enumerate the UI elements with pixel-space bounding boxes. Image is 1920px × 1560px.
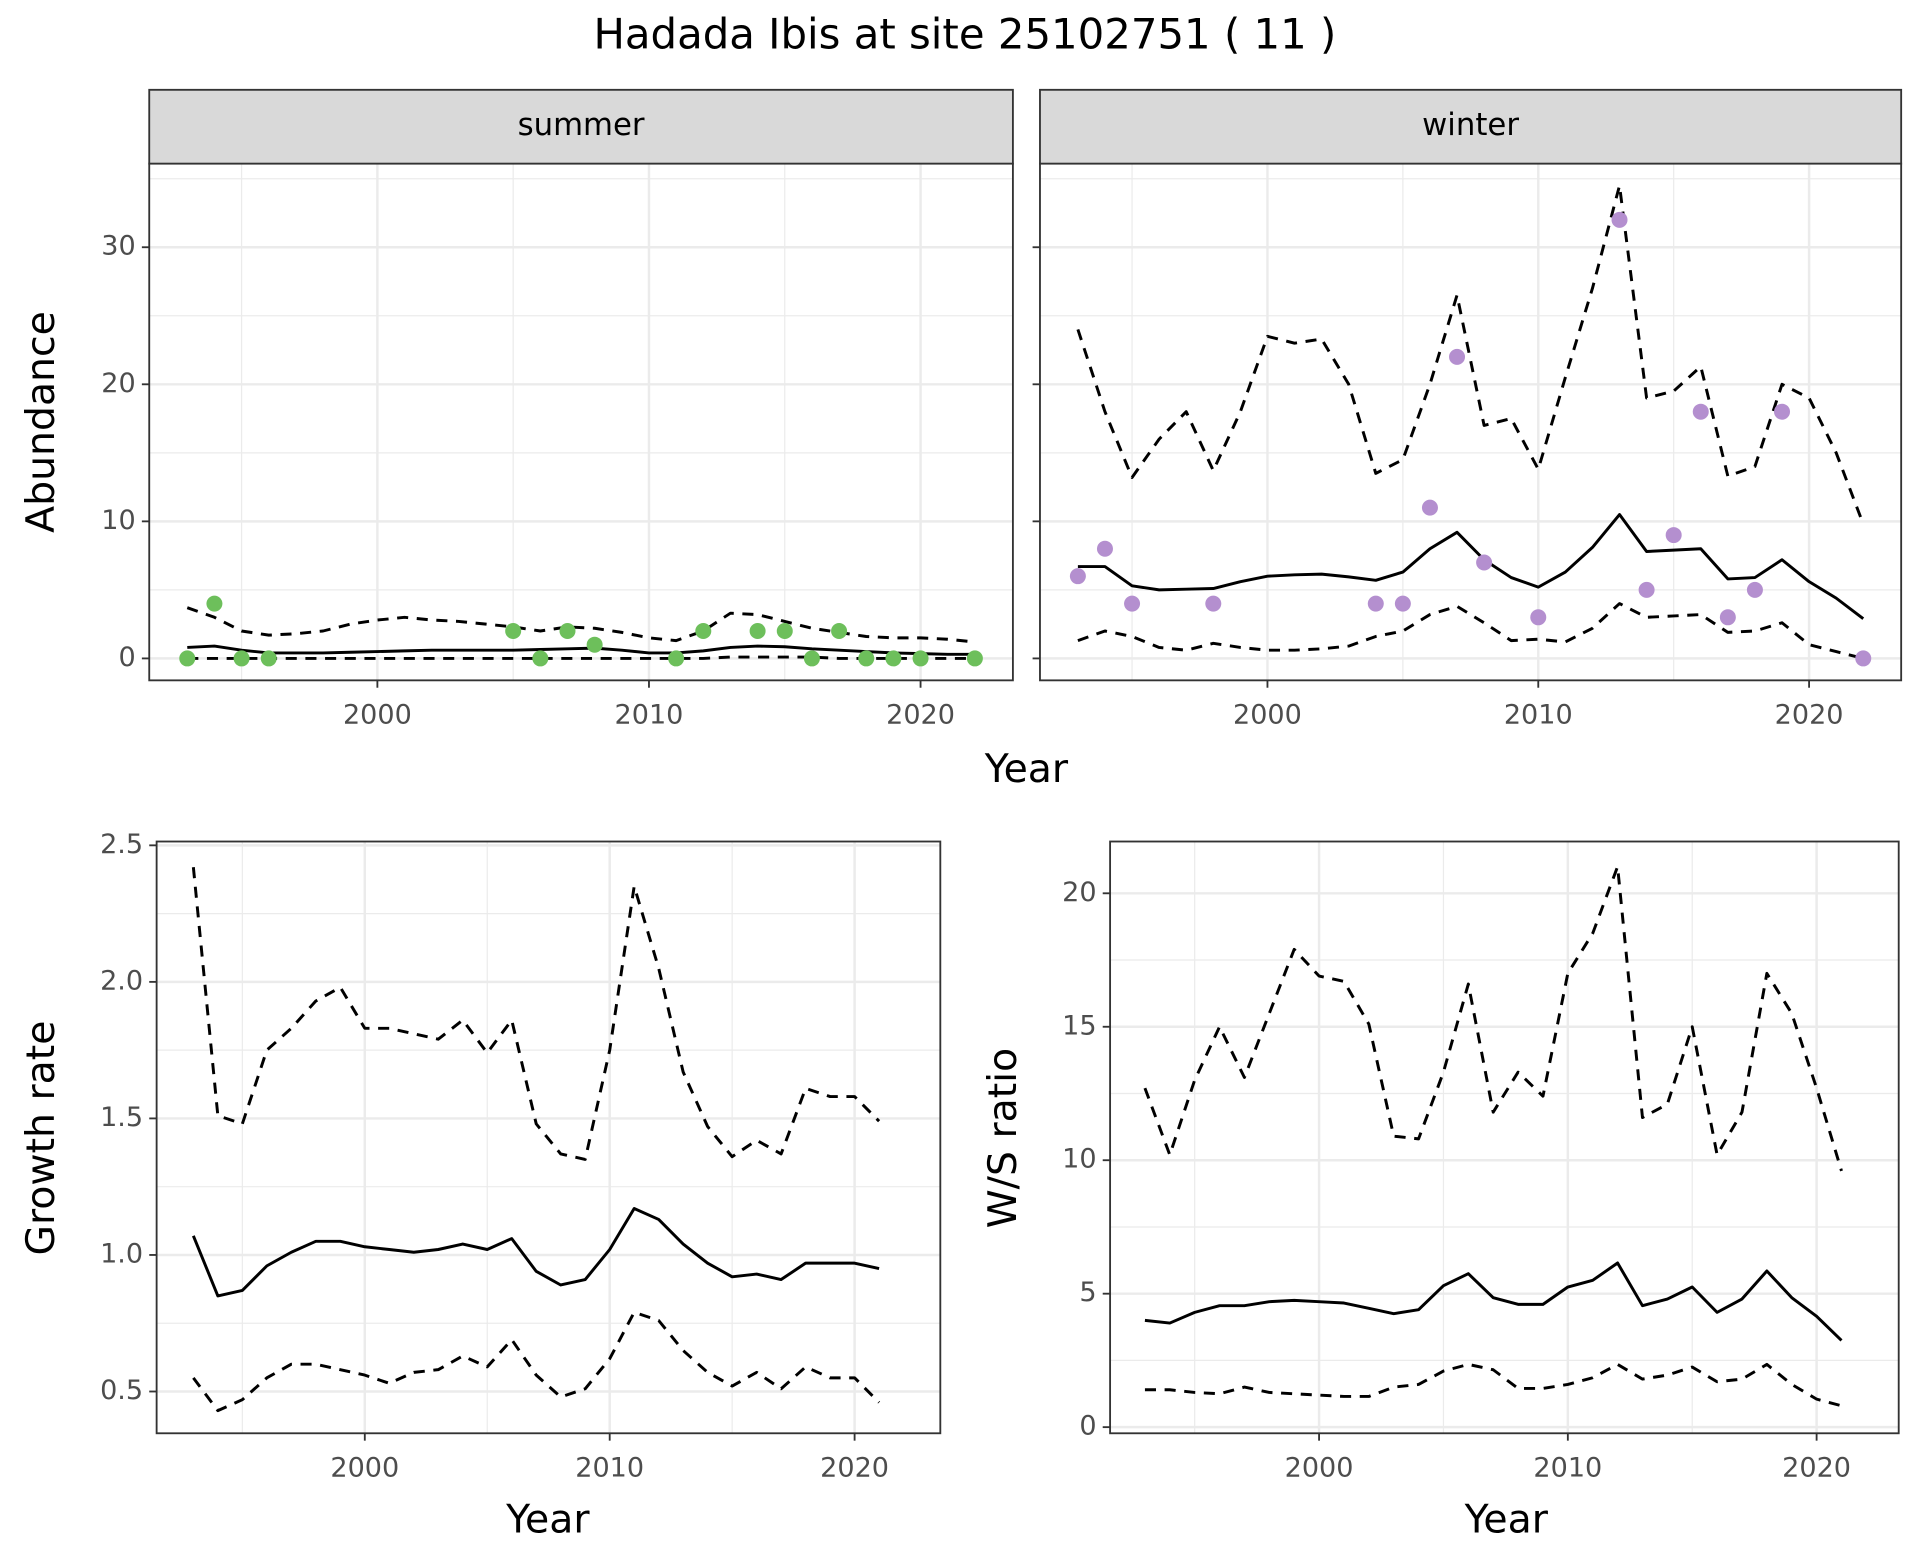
- data-point: [695, 623, 712, 640]
- data-point: [1205, 595, 1222, 612]
- data-point: [505, 623, 522, 640]
- y-tick-label: 0: [118, 642, 135, 673]
- x-tick-label: 2020: [820, 1452, 889, 1483]
- y-tick-label: 10: [1062, 1144, 1096, 1175]
- y-tick-label: 10: [101, 505, 135, 536]
- y-axis-title: W/S ratio: [980, 1048, 1026, 1228]
- data-point: [1774, 403, 1791, 420]
- x-tick-label: 2010: [1533, 1452, 1602, 1483]
- series-line: [191, 1207, 880, 1298]
- strip: [1039, 88, 1903, 165]
- y-axis-title: Abundance: [18, 311, 64, 533]
- series-line: [187, 644, 975, 656]
- data-point: [776, 623, 793, 640]
- y-tick-label: 20: [1062, 877, 1096, 908]
- data-point: [206, 595, 223, 612]
- x-tick-label: 2000: [1285, 1452, 1354, 1483]
- x-tick-label: 2010: [575, 1452, 644, 1483]
- x-tick-label: 2020: [886, 700, 955, 731]
- x-axis-title: Year: [505, 1496, 590, 1542]
- data-point: [912, 650, 929, 667]
- panel-border: [155, 840, 942, 1435]
- data-point: [1069, 568, 1086, 585]
- y-tick-label: 30: [101, 231, 135, 262]
- data-point: [1855, 650, 1872, 667]
- x-tick-label: 2000: [330, 1452, 399, 1483]
- x-tick-label: 2020: [1782, 1452, 1851, 1483]
- figure-title: Hadada Ibis at site 25102751 ( 11 ): [593, 9, 1336, 58]
- data-point: [1719, 609, 1736, 626]
- series-line: [1143, 865, 1843, 1172]
- y-tick-label: 20: [101, 368, 135, 399]
- y-tick-label: 1.0: [100, 1238, 143, 1269]
- data-point: [586, 636, 603, 653]
- data-point: [1421, 499, 1438, 516]
- strip-label: winter: [1422, 107, 1519, 143]
- data-point: [1530, 609, 1547, 626]
- data-point: [233, 650, 250, 667]
- data-point: [1665, 527, 1682, 544]
- series-line: [191, 867, 881, 1161]
- x-tick-label: 2010: [615, 700, 684, 731]
- series-line: [187, 655, 975, 660]
- series-line: [1077, 513, 1865, 620]
- data-point: [966, 650, 983, 667]
- x-tick-label: 2000: [343, 700, 412, 731]
- data-point: [260, 650, 277, 667]
- data-point: [532, 650, 549, 667]
- y-tick-label: 1.5: [100, 1102, 143, 1133]
- series-line: [1076, 184, 1865, 525]
- data-point: [1638, 581, 1655, 598]
- data-point: [1124, 595, 1141, 612]
- data-point: [749, 623, 766, 640]
- x-tick-label: 2000: [1233, 700, 1302, 731]
- y-tick-label: 2.0: [100, 965, 143, 996]
- data-point: [1476, 554, 1493, 571]
- data-point: [1611, 211, 1628, 228]
- y-tick-label: 15: [1062, 1010, 1096, 1041]
- data-point: [668, 650, 685, 667]
- strip-label: summer: [518, 107, 645, 143]
- data-point: [1746, 581, 1763, 598]
- data-point: [1692, 403, 1709, 420]
- data-point: [1394, 595, 1411, 612]
- series-line: [1144, 1261, 1843, 1342]
- y-axis-title: Growth rate: [18, 1021, 64, 1256]
- y-tick-label: 0.5: [100, 1375, 143, 1406]
- data-point: [831, 623, 848, 640]
- y-tick-label: 5: [1079, 1277, 1096, 1308]
- data-point: [1096, 540, 1113, 557]
- data-point: [1367, 595, 1384, 612]
- x-axis-title: Year: [984, 746, 1069, 792]
- x-tick-label: 2010: [1504, 700, 1573, 731]
- data-point: [559, 623, 576, 640]
- series-line: [192, 1310, 881, 1413]
- y-tick-label: 2.5: [100, 829, 143, 860]
- data-point: [858, 650, 875, 667]
- x-tick-label: 2020: [1775, 700, 1844, 731]
- data-point: [803, 650, 820, 667]
- strip: [148, 88, 1014, 165]
- y-tick-label: 0: [1079, 1411, 1096, 1442]
- data-point: [885, 650, 902, 667]
- series-line: [1144, 1362, 1842, 1408]
- data-point: [1449, 348, 1466, 365]
- data-point: [179, 650, 196, 667]
- x-axis-title: Year: [1464, 1496, 1549, 1542]
- panel-border: [1109, 840, 1900, 1435]
